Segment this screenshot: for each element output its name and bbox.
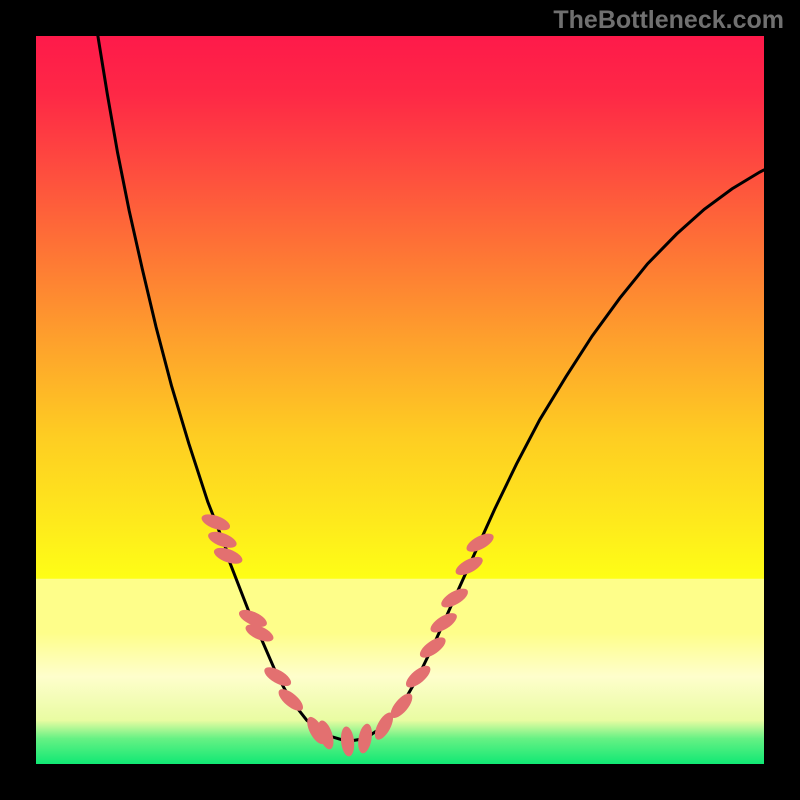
curve-bead [206,529,239,551]
curve-bead [340,726,356,757]
curve-bead [464,530,497,556]
curve-bead [438,585,470,611]
curve-bead [403,662,434,691]
chart-overlay [0,0,800,800]
curve-bead [417,634,449,662]
curve-bead [212,545,245,567]
curve-bead [275,685,306,714]
curve-bead [428,609,460,636]
curve-bead [261,664,293,690]
curve-bead [453,553,486,579]
curve-bead [200,511,233,533]
watermark-text: TheBottleneck.com [553,6,784,35]
v-curve [98,36,764,741]
curve-bead [356,723,374,755]
